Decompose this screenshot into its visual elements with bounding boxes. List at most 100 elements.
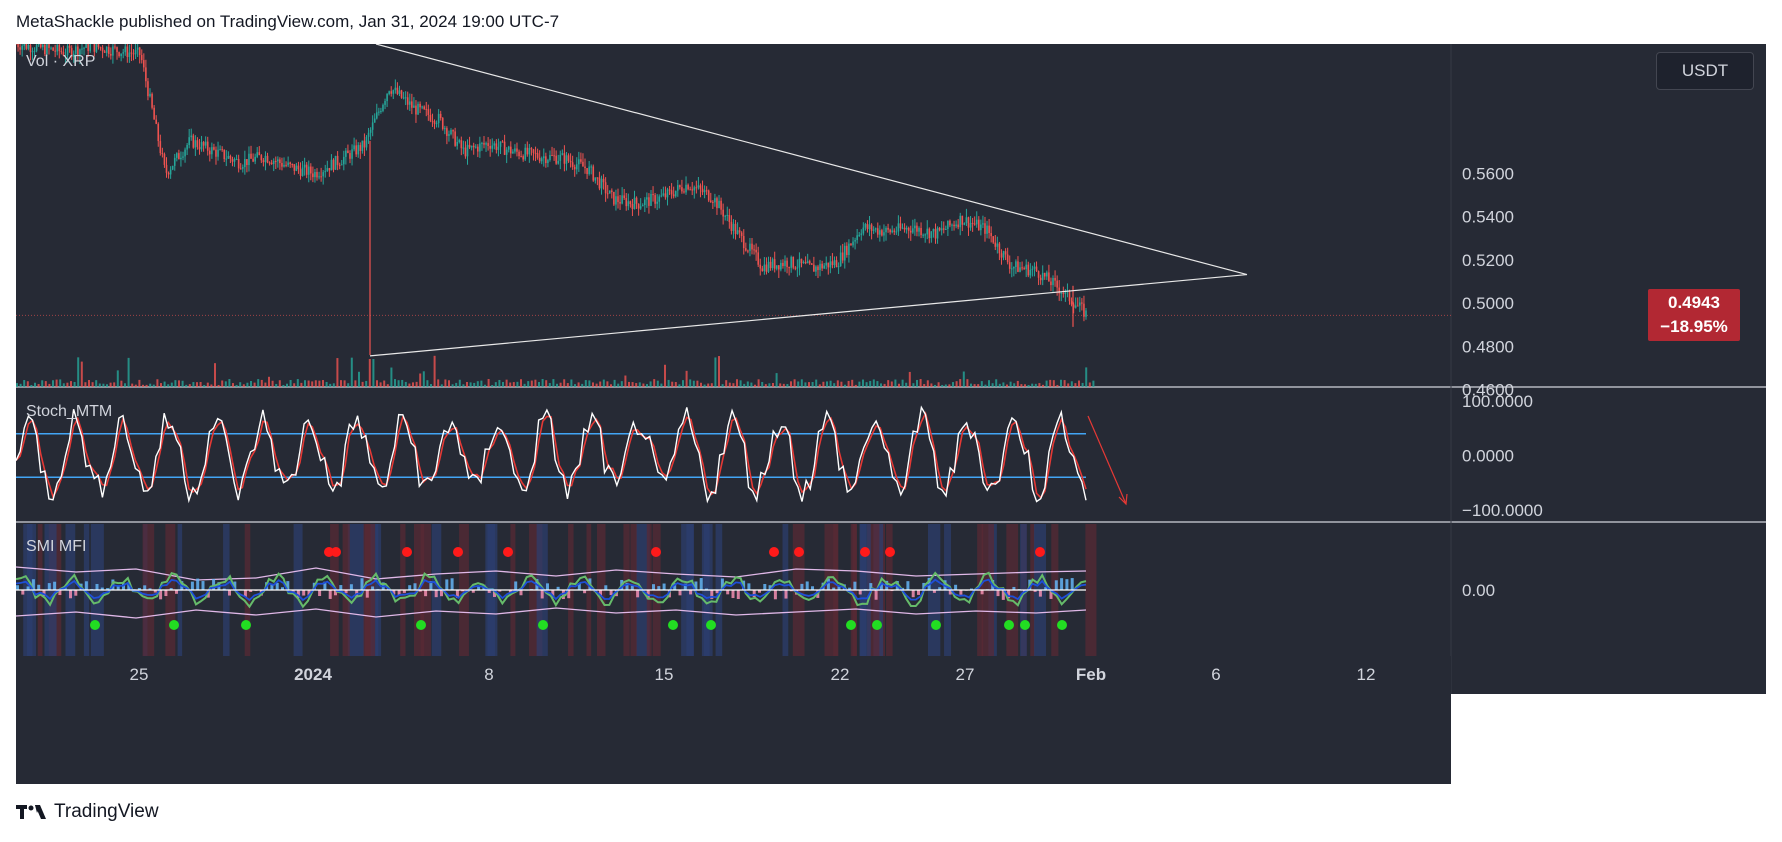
volume-bar [170, 382, 173, 387]
candle-body [1039, 277, 1042, 281]
candle-body [598, 177, 601, 189]
chart-canvas[interactable]: 0.5600 0.5400 0.5200 0.5000 0.4800 0.4600100.… [16, 44, 1766, 784]
candle-body [757, 252, 759, 265]
candle-body [827, 262, 830, 268]
smi-histogram-bar [1054, 580, 1058, 590]
candle-body [266, 155, 269, 163]
volume-bar [397, 380, 400, 387]
smi-histogram-bar [106, 588, 110, 590]
green-signal-dot [668, 620, 678, 630]
tradingview-logo-icon [16, 805, 46, 819]
candle-body [1025, 264, 1028, 270]
candle-body [1023, 268, 1025, 270]
volume-bar [638, 382, 641, 387]
candle-body [81, 48, 83, 50]
candle-body [918, 227, 920, 232]
volume-bar [847, 380, 850, 387]
candle-body [87, 44, 89, 51]
candle-body [988, 225, 990, 234]
volume-bar [365, 380, 368, 387]
smi-histogram-bar [911, 590, 915, 598]
candle-body [213, 147, 215, 150]
candle-body [165, 164, 168, 173]
volume-bar [955, 381, 958, 387]
candle-body [617, 196, 619, 203]
candle-body [1029, 269, 1032, 276]
volume-bar [325, 381, 328, 387]
volume-bar [739, 380, 742, 387]
volume-bar [304, 380, 306, 387]
candle-body [1060, 292, 1063, 294]
volume-bar [998, 383, 1001, 387]
volume-bar [44, 381, 47, 387]
publish-header: MetaShackle published on TradingView.com… [16, 12, 560, 31]
volume-bar [635, 383, 638, 387]
smi-histogram-bar [747, 583, 751, 590]
volume-bar [991, 383, 994, 387]
candle-body [553, 155, 555, 157]
volume-bar [649, 381, 652, 387]
candle-body [74, 46, 77, 54]
candle-body [110, 53, 112, 56]
candle-body [914, 225, 916, 229]
volume-bar [253, 382, 256, 387]
candle-body [551, 154, 553, 156]
smi-histogram-bar [228, 590, 231, 596]
candle-body [883, 232, 885, 236]
volume-bar [1049, 379, 1052, 387]
candle-body [474, 146, 477, 148]
price-tick-label: 0.4600 [1462, 381, 1514, 400]
volume-bar [469, 382, 472, 387]
smi-histogram-bar [365, 590, 369, 598]
volume-bar [592, 382, 594, 387]
tradingview-brand[interactable]: TradingView [16, 801, 159, 823]
candle-body [277, 159, 279, 162]
smi-histogram-bar [789, 590, 793, 592]
candle-body [448, 134, 450, 136]
candle-body [382, 104, 384, 111]
volume-bar [55, 379, 58, 387]
volume-bar [966, 379, 969, 387]
candle-body [1013, 267, 1015, 269]
candle-body [466, 144, 469, 157]
smi-slow-line [16, 578, 1087, 602]
currency-button[interactable]: USDT [1656, 52, 1754, 90]
candle-body [1058, 287, 1060, 294]
volume-bar [66, 382, 69, 387]
candle-body [143, 60, 145, 68]
smi-histogram-bar [678, 590, 682, 596]
volume-bar [700, 382, 702, 387]
volume-bar [1024, 384, 1026, 387]
candle-body [547, 160, 549, 164]
candle-body [250, 153, 252, 159]
smi-pane-label: SMI MFI [26, 538, 86, 555]
volume-bar [178, 380, 180, 387]
candle-body [1019, 267, 1021, 272]
volume-bar [941, 384, 944, 387]
candle-body [522, 156, 524, 160]
candle-body [536, 153, 539, 158]
candle-body [697, 185, 700, 188]
candle-body [404, 97, 407, 99]
volume-bar [318, 380, 321, 387]
candle-body [386, 93, 388, 102]
volume-bars [16, 355, 1095, 387]
candle-body [606, 193, 609, 195]
candle-body [1027, 264, 1030, 276]
volume-bar [167, 384, 170, 387]
volume-bar [962, 371, 965, 387]
projection-arrow-head [1118, 493, 1128, 506]
volume-bar [743, 383, 746, 387]
candle-body [821, 263, 823, 269]
volume-bar [674, 382, 677, 387]
candle-body [555, 155, 557, 164]
candle-body [33, 50, 36, 52]
volume-bar [127, 357, 130, 387]
volume-bar [41, 380, 44, 387]
trendline-upper-resistance [375, 44, 1248, 276]
candle-body [464, 147, 467, 157]
candle-body [485, 143, 487, 145]
time-tick-label: 27 [956, 665, 975, 684]
chart-panel[interactable]: 0.5600 0.5400 0.5200 0.5000 0.4800 0.4600 100.… [16, 44, 1766, 784]
candle-body [559, 154, 562, 161]
